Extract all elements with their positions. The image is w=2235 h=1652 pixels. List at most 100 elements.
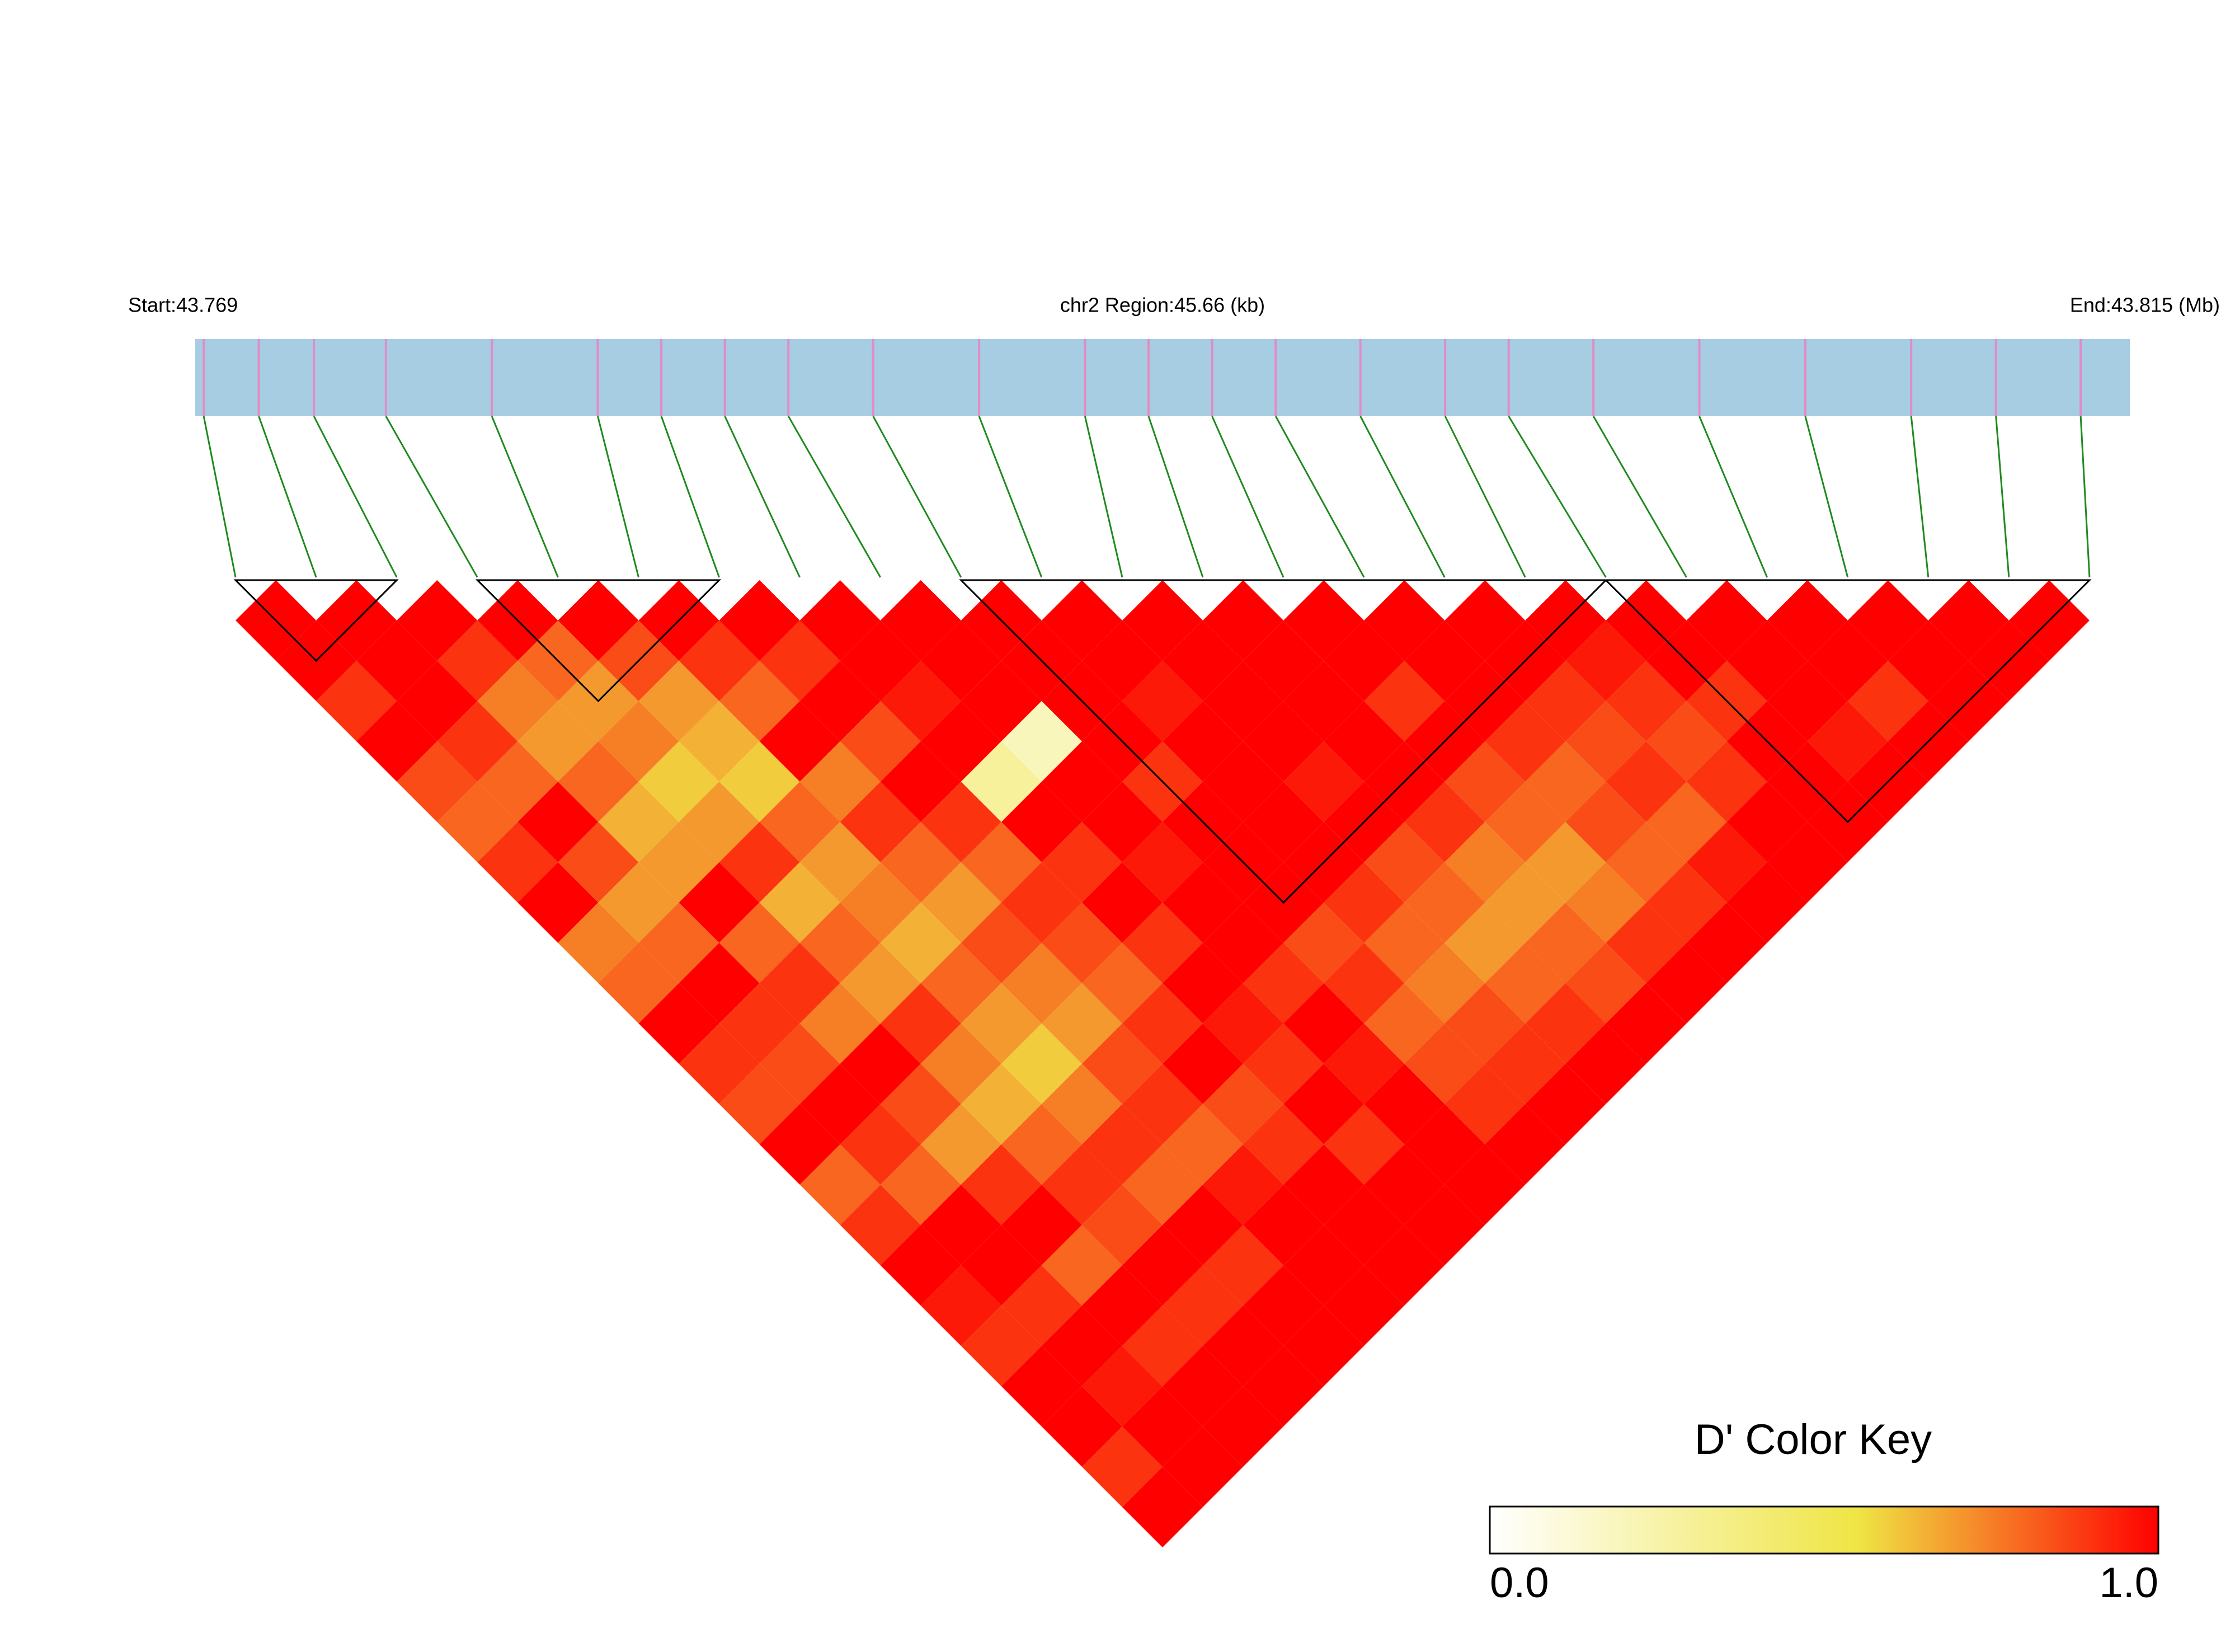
ld-cell <box>1485 782 1566 863</box>
ld-cell <box>1606 822 1687 903</box>
ld-cell <box>961 1305 1042 1386</box>
ld-cell <box>1081 1426 1163 1507</box>
ld-cell <box>1203 1386 1284 1467</box>
ld-cell <box>598 701 679 782</box>
ld-cell <box>1525 661 1606 742</box>
ld-block <box>1603 579 2092 823</box>
ld-cell <box>1364 983 1445 1064</box>
ld-cell <box>1122 1144 1203 1225</box>
ld-cell <box>477 661 558 742</box>
ld-cell <box>1243 1265 1324 1346</box>
snp-link <box>385 416 478 578</box>
ld-cell <box>1364 822 1445 903</box>
ld-cell <box>880 1063 961 1145</box>
snp-link <box>1592 416 1687 578</box>
ld-cell <box>1203 902 1284 983</box>
ld-cell <box>1686 580 1767 661</box>
ld-block <box>475 579 722 703</box>
ld-cell <box>759 862 840 943</box>
ld-cell <box>1081 1023 1163 1104</box>
ld-cell <box>1364 1063 1445 1145</box>
ld-cell <box>1243 943 1324 1024</box>
ld-cell <box>1686 822 1767 903</box>
ld-cell <box>1444 1063 1526 1145</box>
ld-cell <box>1122 983 1203 1064</box>
ld-cell <box>1444 1144 1526 1225</box>
ld-cell <box>1081 620 1163 702</box>
ld-cell <box>1041 1144 1122 1225</box>
ld-cell <box>880 983 961 1064</box>
ld-cell <box>1364 1225 1445 1306</box>
ld-cell <box>1324 1184 1405 1265</box>
ld-cell <box>1001 1184 1082 1265</box>
ld-cell <box>397 580 478 661</box>
ld-cell <box>517 701 599 782</box>
snp-link <box>1444 416 1526 578</box>
snp-link <box>1211 416 1284 578</box>
ld-cell <box>1122 822 1203 903</box>
ld-cell <box>1767 661 1848 742</box>
snp-link <box>491 416 559 578</box>
key-tick-label: 0.0 <box>1490 1559 1549 1607</box>
ld-cell <box>1807 701 1888 782</box>
ld-cell <box>1122 1305 1203 1386</box>
ld-cell <box>840 701 921 782</box>
ld-cell <box>961 1144 1042 1225</box>
ld-cell <box>1203 661 1284 742</box>
ld-cell <box>719 983 800 1064</box>
ld-cell <box>1485 1023 1566 1104</box>
ld-cell <box>1565 1023 1646 1104</box>
ld-cell <box>1444 983 1526 1064</box>
ld-cell <box>1081 1265 1163 1346</box>
ld-cell <box>840 620 921 702</box>
snp-link <box>597 416 639 578</box>
ld-cell <box>719 661 800 742</box>
ld-cell <box>1606 661 1687 742</box>
ld-cell <box>1243 1345 1324 1427</box>
ld-cell <box>880 580 961 661</box>
ld-cell <box>1001 701 1082 782</box>
ld-cell <box>1525 902 1606 983</box>
snp-link <box>724 416 801 578</box>
ld-block <box>959 579 1608 904</box>
snp-link <box>1910 416 1930 578</box>
ld-cell <box>1928 580 2009 661</box>
ld-cell <box>880 661 961 742</box>
ld-cell <box>920 782 1001 863</box>
ld-cell <box>1324 620 1405 702</box>
ld-cell <box>719 902 800 983</box>
ld-cell <box>1807 620 1888 702</box>
ld-cell <box>880 822 961 903</box>
ld-cell <box>840 1184 921 1265</box>
ld-cell <box>477 741 558 822</box>
color-key <box>1489 1505 2159 1555</box>
ld-cell <box>356 620 437 702</box>
ld-cell <box>638 741 719 822</box>
ld-cell <box>1847 580 1928 661</box>
ld-cell <box>759 943 840 1024</box>
ld-cell <box>1485 701 1566 782</box>
snp-link <box>978 416 1043 578</box>
ld-cell <box>1726 782 1808 863</box>
ld-cell <box>1324 943 1405 1024</box>
snp-link <box>1995 416 2010 578</box>
ld-cell <box>1081 1184 1163 1265</box>
snp-link <box>660 416 720 578</box>
ld-cell <box>1525 1063 1606 1145</box>
region-label: chr2 Region:45.66 (kb) <box>1060 294 1265 317</box>
snp-link <box>787 416 882 578</box>
ld-cell <box>1203 580 1284 661</box>
ld-cell <box>638 902 719 983</box>
ld-cell <box>1606 741 1687 822</box>
ld-cell <box>1203 1144 1284 1225</box>
ld-cell <box>1081 943 1163 1024</box>
ld-cell <box>719 741 800 822</box>
ld-cell <box>558 902 639 983</box>
ld-cell <box>1324 701 1405 782</box>
ld-cell <box>1203 741 1284 822</box>
ld-cell <box>1324 1023 1405 1104</box>
ld-cell <box>1364 580 1445 661</box>
ld-cell <box>799 661 881 742</box>
ld-cell <box>1122 580 1203 661</box>
ld-cell <box>517 862 599 943</box>
